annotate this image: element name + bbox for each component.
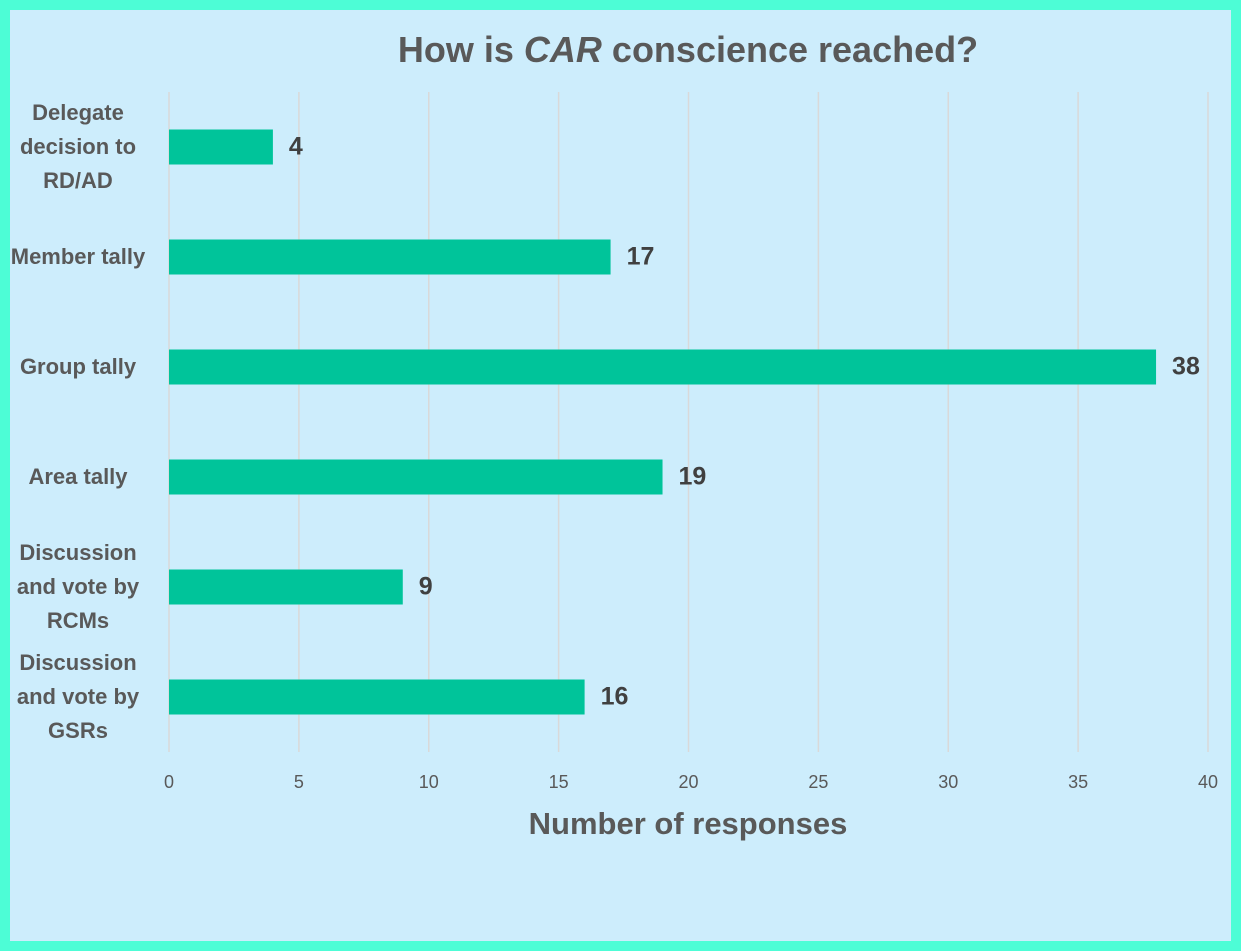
x-tick-label: 15 xyxy=(549,772,569,792)
y-tick-label: Discussion and vote by RCMs xyxy=(16,540,140,633)
data-label: 4 xyxy=(289,133,303,161)
data-label: 19 xyxy=(679,463,707,491)
title-part: CAR xyxy=(524,29,602,70)
x-tick-label: 10 xyxy=(419,772,439,792)
x-tick-label: 30 xyxy=(938,772,958,792)
bar xyxy=(169,459,663,495)
bar xyxy=(169,569,403,605)
y-tick-label: Member tally xyxy=(10,244,146,269)
x-tick-label: 25 xyxy=(808,772,828,792)
y-tick-label: Group tally xyxy=(19,354,137,379)
bar xyxy=(169,129,273,165)
x-tick-label: 35 xyxy=(1068,772,1088,792)
title-part: How is xyxy=(398,29,524,70)
data-label: 17 xyxy=(627,243,655,271)
chart-title: How is CAR conscience reached? xyxy=(398,29,978,70)
y-tick-label: Discussion and vote by GSRs xyxy=(16,650,140,743)
y-tick-label: Delegate decision to RD/AD xyxy=(19,100,137,193)
x-tick-label: 20 xyxy=(678,772,698,792)
data-label: 16 xyxy=(601,683,629,711)
data-label: 9 xyxy=(419,573,433,601)
x-tick-label: 40 xyxy=(1198,772,1218,792)
bar xyxy=(169,239,611,275)
bar xyxy=(169,349,1157,385)
x-axis-title: Number of responses xyxy=(529,806,848,841)
y-tick-label: Area tally xyxy=(28,464,128,489)
x-tick-label: 5 xyxy=(294,772,304,792)
title-part: conscience reached? xyxy=(602,29,978,70)
data-label: 38 xyxy=(1172,353,1200,381)
bar xyxy=(169,679,585,715)
x-tick-label: 0 xyxy=(164,772,174,792)
